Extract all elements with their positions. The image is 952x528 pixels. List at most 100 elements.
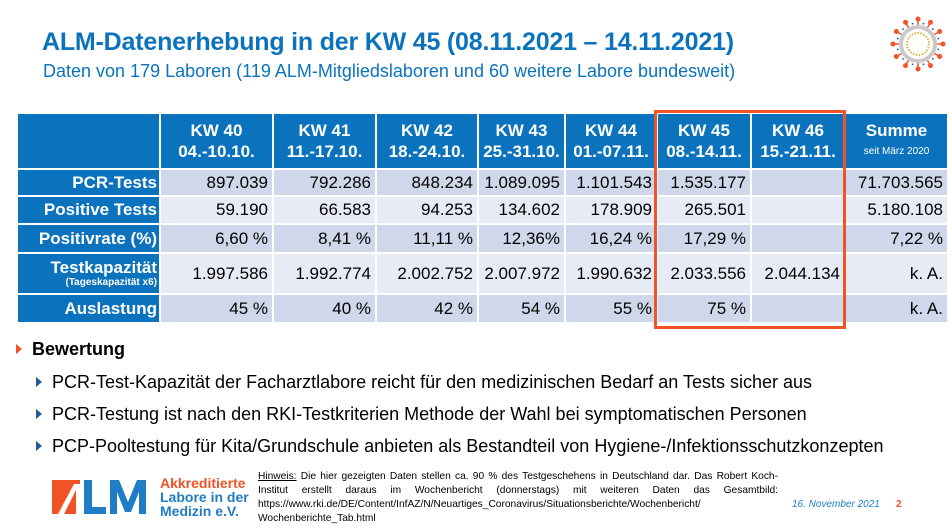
list-item-text: PCR-Testung ist nach den RKI-Testkriteri…	[52, 404, 807, 424]
table-cell: 55 %	[566, 295, 656, 322]
row-label-text: Positivrate (%)	[38, 228, 157, 248]
table-cell: 178.909	[566, 197, 656, 223]
table-row: Positivrate (%) 6,60 % 8,41 % 11,11 % 12…	[18, 225, 947, 252]
column-dates: 11.-17.10.	[286, 142, 363, 161]
table-cell: 265.501	[658, 197, 750, 223]
table-cell: 17,29 %	[658, 225, 750, 252]
column-dates: 15.-21.11.	[760, 142, 836, 161]
table-cell: 94.253	[377, 197, 477, 223]
table-cell: 5.180.108	[846, 197, 947, 223]
table-cell	[752, 170, 844, 195]
table-cell: 134.602	[479, 197, 564, 223]
table-cell: 16,24 %	[566, 225, 656, 252]
footnote-text: Die hier gezeigten Daten stellen ca. 90 …	[258, 471, 778, 524]
slide-date: 16. November 2021	[792, 499, 880, 510]
bullet-arrow-icon	[36, 377, 42, 387]
column-header: KW 43 25.-31.10.	[479, 114, 564, 168]
column-kw: Summe	[865, 121, 928, 140]
table-cell: 848.234	[377, 170, 477, 195]
column-header: KW 40 04.-10.10.	[161, 114, 272, 168]
footnote: Hinweis: Die hier gezeigten Daten stelle…	[258, 470, 778, 526]
logo-line: Akkreditierte	[160, 475, 246, 491]
column-dates: 18.-24.10.	[388, 142, 466, 161]
row-label: Positive Tests	[18, 197, 159, 223]
list-item: PCP-Pooltestung für Kita/Grundschule anb…	[36, 436, 884, 457]
list-item-text: PCP-Pooltestung für Kita/Grundschule anb…	[52, 436, 884, 456]
table-cell: 66.583	[274, 197, 375, 223]
table-cell: 1.997.586	[161, 254, 272, 293]
footnote-label: Hinweis:	[258, 471, 297, 482]
table-cell: 1.990.632	[566, 254, 656, 293]
column-kw: KW 41	[298, 121, 351, 140]
list-item-text: PCR-Test-Kapazität der Facharztlabore re…	[52, 372, 813, 392]
assessment-heading: Bewertung	[16, 339, 125, 360]
table-cell: 2.007.972	[479, 254, 564, 293]
row-label: Auslastung	[18, 295, 159, 322]
column-header-sum: Summe seit März 2020	[846, 114, 947, 168]
table-cell: 2.033.556	[658, 254, 750, 293]
column-dates: 04.-10.10.	[178, 142, 255, 161]
column-header: KW 45 08.-14.11.	[658, 114, 750, 168]
table-cell: 6,60 %	[161, 225, 272, 252]
table-cell: 45 %	[161, 295, 272, 322]
column-dates: 08.-14.11.	[666, 142, 742, 161]
table-corner-cell	[18, 114, 159, 168]
table-cell: 2.002.752	[377, 254, 477, 293]
column-kw: KW 43	[495, 121, 548, 140]
table-cell: k. A.	[846, 254, 947, 293]
column-kw: KW 46	[772, 121, 824, 140]
logo-line: Labore in der	[160, 489, 249, 505]
column-dates: seit März 2020	[863, 146, 930, 157]
table-cell: 40 %	[274, 295, 375, 322]
column-dates: 01.-07.11.	[573, 142, 649, 161]
table-cell	[752, 197, 844, 223]
list-item: PCR-Testung ist nach den RKI-Testkriteri…	[36, 404, 807, 425]
table-cell: 2.044.134	[752, 254, 844, 293]
assessment-heading-text: Bewertung	[32, 339, 126, 359]
row-label-text: PCR-Tests	[72, 172, 157, 192]
page-title: ALM-Datenerhebung in der KW 45 (08.11.20…	[42, 28, 734, 56]
table-cell: 71.703.565	[846, 170, 947, 195]
table-row: Testkapazität (Tageskapazität x6) 1.997.5…	[18, 254, 947, 293]
bullet-arrow-icon	[16, 344, 22, 354]
table-header-row: KW 40 04.-10.10. KW 41 11.-17.10. KW 42 18.…	[18, 114, 947, 168]
column-kw: KW 45	[678, 121, 730, 140]
table-row: Positive Tests 59.190 66.583 94.253 134.…	[18, 197, 947, 223]
row-label-text: Testkapazität	[50, 257, 157, 277]
table-cell: 11,11 %	[377, 225, 477, 252]
table-cell: 42 %	[377, 295, 477, 322]
column-header: KW 42 18.-24.10.	[377, 114, 477, 168]
table-row: Auslastung 45 % 40 % 42 % 54 % 55 % 75 %…	[18, 295, 947, 322]
table-cell: 8,41 %	[274, 225, 375, 252]
table-cell: 1.992.774	[274, 254, 375, 293]
column-header: KW 44 01.-07.11.	[566, 114, 656, 168]
bullet-arrow-icon	[36, 441, 42, 451]
table-cell: 7,22 %	[846, 225, 947, 252]
table-cell: 54 %	[479, 295, 564, 322]
list-item: PCR-Test-Kapazität der Facharztlabore re…	[36, 372, 812, 393]
column-kw: KW 40	[190, 121, 243, 140]
table-cell: 792.286	[274, 170, 375, 195]
alm-logo	[52, 480, 146, 514]
table-cell: 59.190	[161, 197, 272, 223]
table-cell: 897.039	[161, 170, 272, 195]
column-header: KW 46 15.-21.11.	[752, 114, 844, 168]
table-cell: 12,36%	[479, 225, 564, 252]
row-sublabel-text: (Tageskapazität x6)	[65, 276, 157, 288]
column-dates: 25.-31.10.	[483, 142, 560, 161]
row-label: PCR-Tests	[18, 170, 159, 195]
column-header: KW 41 11.-17.10.	[274, 114, 375, 168]
logo-line: Medizin e.V.	[160, 503, 239, 519]
table-cell: 1.535.177	[658, 170, 750, 195]
column-kw: KW 44	[585, 121, 637, 140]
table-cell: 1.089.095	[479, 170, 564, 195]
table-cell: 75 %	[658, 295, 750, 322]
row-label: Testkapazität (Tageskapazität x6)	[18, 254, 159, 293]
logo-text: Akkreditierte Labore in der Medizin e.V.	[160, 476, 249, 518]
table-row: PCR-Tests 897.039 792.286 848.234 1.089.…	[18, 170, 947, 195]
lab-data-table: KW 40 04.-10.10. KW 41 11.-17.10. KW 42 18.…	[16, 112, 949, 324]
row-label-text: Positive Tests	[43, 200, 157, 219]
table-cell	[752, 225, 844, 252]
bullet-arrow-icon	[36, 409, 42, 419]
row-label-text: Auslastung	[64, 298, 157, 318]
